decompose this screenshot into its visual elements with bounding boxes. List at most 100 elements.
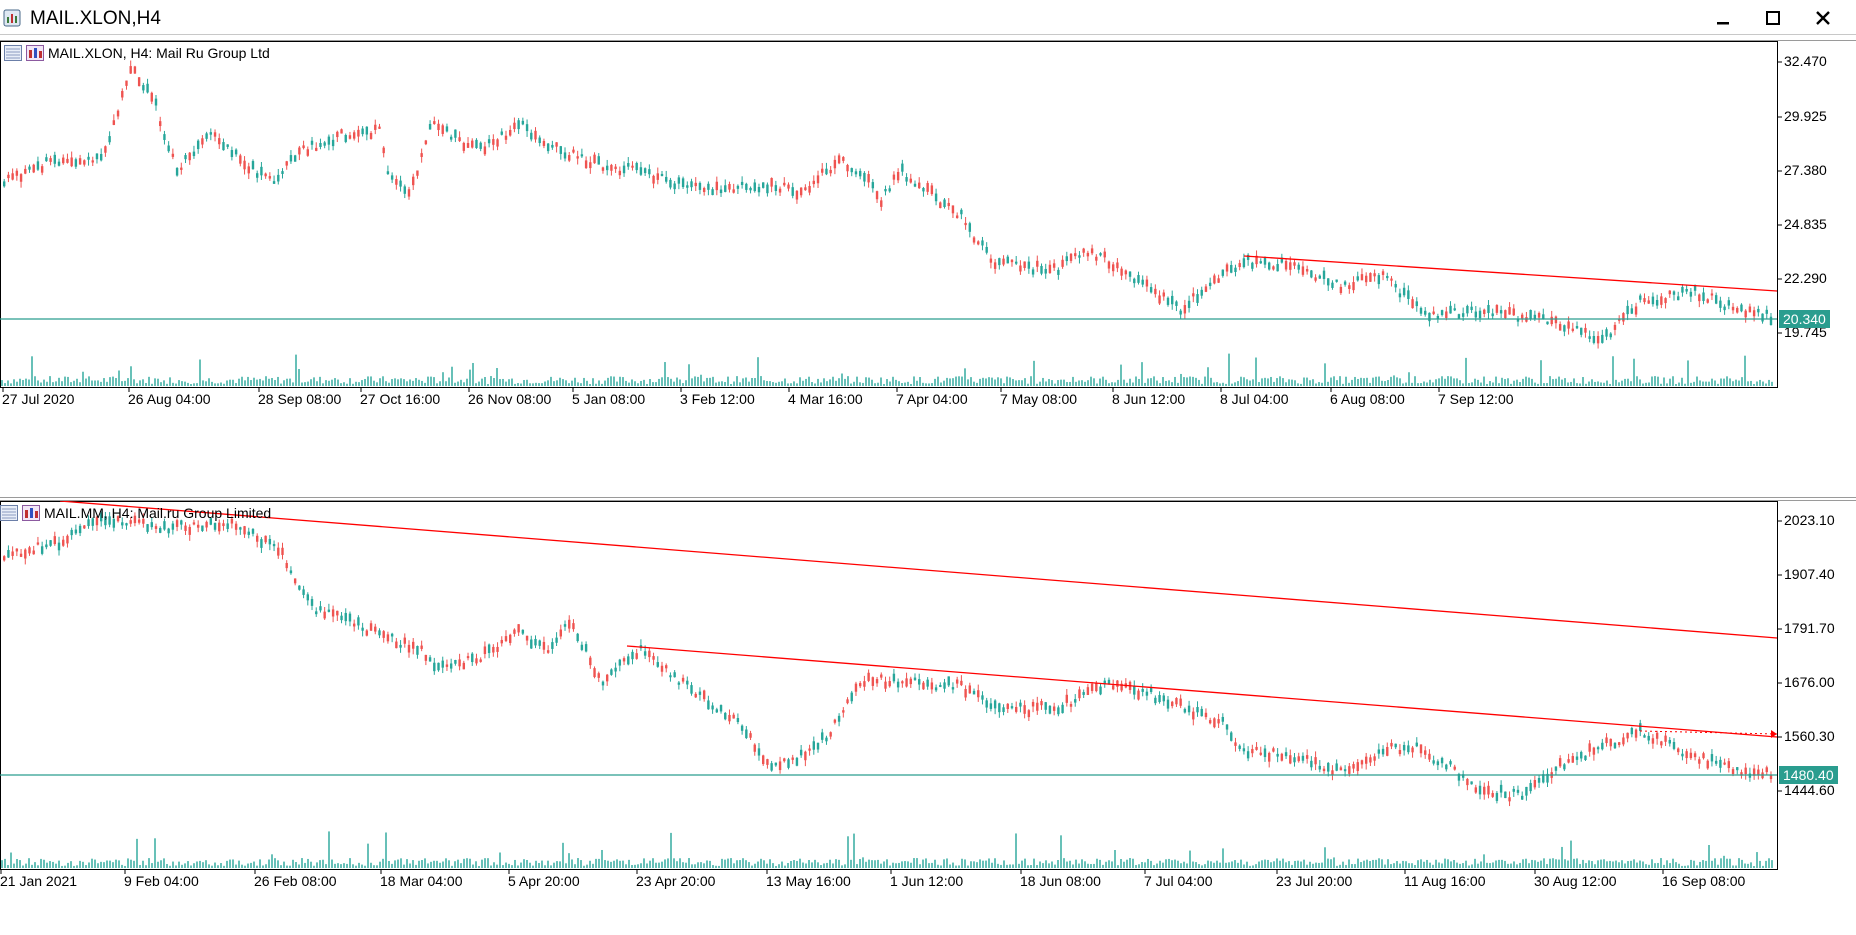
time-axis-label: 30 Aug 12:00 — [1534, 873, 1617, 889]
candle — [36, 156, 40, 171]
candle — [348, 131, 352, 140]
candle — [673, 180, 676, 194]
candle — [1398, 744, 1402, 757]
candle — [1141, 683, 1144, 697]
candle — [1154, 695, 1157, 706]
time-axis-label: 3 Feb 12:00 — [680, 391, 755, 407]
time-axis-label: 27 Jul 2020 — [2, 391, 75, 407]
candle — [1521, 791, 1524, 801]
candle — [133, 512, 137, 527]
candle — [188, 524, 191, 541]
indicator-icon[interactable] — [22, 505, 40, 521]
candle — [1596, 745, 1600, 754]
chart-pane-mm[interactable]: MAIL.MM, H4: Mail.ru Group Limited 2023.… — [0, 500, 1856, 935]
candle — [1571, 322, 1574, 333]
candle — [745, 182, 748, 193]
candle — [977, 684, 980, 702]
candle — [614, 163, 617, 173]
candle — [892, 668, 896, 684]
price-chart-mm[interactable] — [0, 501, 1856, 935]
candle — [1192, 707, 1195, 726]
minimize-button[interactable] — [1701, 3, 1745, 33]
candle — [1411, 745, 1414, 758]
candle — [369, 131, 373, 140]
candle — [382, 146, 385, 158]
candle — [1297, 752, 1300, 763]
candlestick-series — [3, 60, 1773, 349]
trendline[interactable] — [1243, 255, 1778, 292]
candle — [1639, 719, 1642, 737]
candle — [690, 682, 693, 696]
candle — [795, 756, 799, 767]
candle — [669, 177, 672, 190]
candle — [45, 539, 48, 550]
candle — [1681, 748, 1684, 761]
candle — [1268, 751, 1271, 768]
candle — [605, 159, 609, 176]
candle — [142, 82, 145, 94]
candle — [1445, 306, 1448, 321]
candle — [1394, 743, 1397, 750]
candle — [955, 676, 959, 688]
candle — [327, 134, 331, 151]
candle — [694, 177, 697, 192]
time-axis-label: 18 Jun 08:00 — [1020, 873, 1101, 889]
candle — [964, 685, 967, 701]
candle — [1023, 261, 1026, 271]
candle — [787, 757, 790, 770]
indicator-icon[interactable] — [26, 45, 44, 61]
candle — [1006, 703, 1009, 713]
candle — [972, 688, 976, 695]
candle — [905, 173, 908, 186]
trendline-secondary[interactable] — [626, 645, 1778, 738]
candle — [1740, 769, 1743, 779]
candle — [1436, 759, 1440, 771]
price-chart-xlon[interactable] — [0, 41, 1856, 497]
candle — [1348, 282, 1351, 294]
candle — [572, 146, 575, 154]
candle — [1723, 758, 1726, 766]
candle — [125, 522, 128, 530]
candle — [99, 511, 103, 527]
candle — [1057, 705, 1060, 717]
candle — [251, 159, 255, 170]
candle — [1230, 260, 1233, 274]
candle — [1736, 766, 1739, 775]
close-button[interactable] — [1801, 3, 1845, 33]
candle — [407, 186, 411, 200]
candle — [1402, 282, 1406, 298]
candle — [850, 690, 853, 704]
candle — [1204, 708, 1208, 720]
candle — [1613, 321, 1617, 336]
chart-properties-icon[interactable] — [0, 505, 18, 521]
candle — [1580, 750, 1583, 762]
candle — [57, 158, 61, 167]
candle — [62, 154, 65, 165]
candle — [357, 125, 360, 143]
candle — [1103, 247, 1106, 263]
chart-pane-xlon[interactable]: MAIL.XLON, H4: Mail Ru Group Ltd 32.470 2… — [0, 40, 1856, 498]
candle — [441, 656, 444, 674]
candle — [1246, 746, 1250, 762]
candle — [315, 142, 318, 152]
candle — [1419, 306, 1423, 317]
candle — [213, 129, 217, 142]
candle — [808, 744, 811, 756]
trendline[interactable] — [59, 501, 1778, 639]
close-icon — [1816, 11, 1830, 25]
candle — [1099, 252, 1102, 257]
candlestick-series — [3, 511, 1773, 807]
candle — [1196, 701, 1199, 717]
candle — [1432, 306, 1435, 316]
candle — [390, 172, 394, 184]
candle — [99, 148, 103, 162]
candle — [1133, 277, 1136, 288]
chart-properties-icon[interactable] — [4, 45, 22, 61]
current-price-tag: 1480.40 — [1779, 766, 1838, 784]
candle — [66, 153, 69, 164]
candle — [1554, 315, 1558, 329]
candle — [1445, 763, 1448, 772]
candle — [1575, 751, 1579, 766]
candle — [622, 161, 626, 177]
maximize-button[interactable] — [1751, 3, 1795, 33]
